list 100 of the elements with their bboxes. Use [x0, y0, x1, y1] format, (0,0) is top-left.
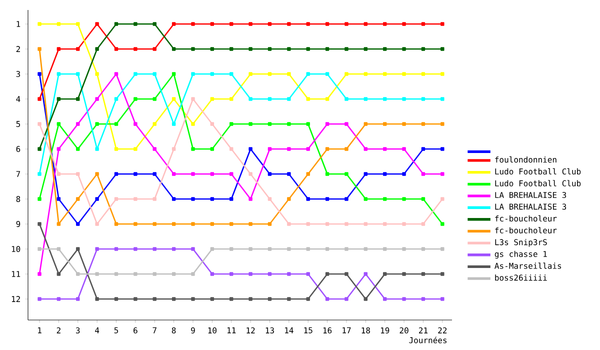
- y-tick-label: 12: [12, 296, 20, 302]
- point: [344, 297, 348, 301]
- point: [344, 47, 348, 51]
- y-tick-label: 2: [16, 46, 20, 52]
- point: [248, 172, 252, 176]
- point: [306, 72, 310, 76]
- point: [364, 22, 368, 26]
- x-tick-label: 6: [134, 327, 138, 334]
- point: [56, 172, 61, 176]
- point: [152, 297, 156, 301]
- point: [268, 147, 272, 151]
- point: [421, 297, 426, 301]
- point: [268, 197, 272, 201]
- point: [95, 147, 99, 151]
- point: [325, 72, 330, 76]
- point: [382, 297, 387, 301]
- point: [402, 247, 406, 251]
- legend-label: fc-boucholeur: [495, 215, 557, 222]
- point: [325, 47, 330, 51]
- point: [38, 72, 42, 76]
- point: [114, 297, 118, 301]
- point: [95, 247, 99, 251]
- point: [95, 197, 99, 201]
- point: [38, 197, 42, 201]
- point: [421, 197, 426, 201]
- point: [191, 147, 195, 151]
- point: [306, 222, 310, 226]
- point: [325, 22, 330, 26]
- point: [325, 272, 330, 276]
- point: [134, 147, 138, 151]
- point: [440, 247, 444, 251]
- point: [95, 222, 99, 226]
- y-tick-label: 3: [16, 70, 20, 78]
- point: [268, 222, 272, 226]
- point: [191, 172, 195, 176]
- point: [76, 122, 80, 126]
- point: [152, 122, 156, 126]
- point: [38, 47, 42, 51]
- x-tick-label: 4: [95, 327, 100, 334]
- point: [191, 222, 195, 226]
- point: [287, 122, 291, 126]
- point: [364, 147, 368, 151]
- point: [114, 247, 118, 251]
- point: [382, 197, 387, 201]
- point: [38, 147, 42, 151]
- y-tick-label: 1: [16, 21, 20, 27]
- point: [440, 172, 444, 176]
- x-tick-label: 22: [438, 327, 447, 334]
- point: [248, 247, 252, 251]
- point: [344, 197, 348, 201]
- point: [440, 272, 444, 276]
- point: [402, 272, 406, 276]
- point: [172, 272, 176, 276]
- x-tick-label: 12: [246, 327, 255, 334]
- point: [95, 47, 99, 51]
- point: [134, 222, 138, 226]
- point: [38, 247, 42, 251]
- point: [152, 22, 156, 26]
- point: [114, 47, 118, 51]
- point: [382, 247, 387, 251]
- point: [268, 47, 272, 51]
- point: [172, 47, 176, 51]
- legend-label: As-Marseillais: [494, 262, 562, 269]
- point: [152, 72, 156, 76]
- point: [402, 72, 406, 76]
- legend-label: Ludo Football Club: [495, 180, 581, 186]
- point: [172, 197, 176, 201]
- point: [248, 22, 252, 26]
- point: [38, 297, 42, 301]
- x-tick-label: 16: [323, 327, 332, 334]
- point: [344, 272, 348, 276]
- point: [287, 22, 291, 26]
- point: [344, 97, 348, 101]
- point: [134, 172, 138, 176]
- point: [191, 47, 195, 51]
- point: [210, 172, 214, 176]
- x-tick-label: 15: [304, 327, 312, 334]
- point: [56, 297, 61, 301]
- point: [76, 47, 80, 51]
- point: [364, 122, 368, 126]
- point: [191, 297, 195, 301]
- point: [306, 147, 310, 151]
- point: [134, 247, 138, 251]
- point: [134, 272, 138, 276]
- point: [287, 197, 291, 201]
- legend-label: Ludo Football Club: [495, 168, 581, 174]
- point: [56, 72, 61, 76]
- point: [172, 247, 176, 251]
- x-tick-label: 5: [114, 327, 118, 334]
- legend-label: LA BREHALAISE 3: [495, 204, 566, 210]
- point: [76, 222, 80, 226]
- point: [172, 147, 176, 151]
- point: [38, 122, 42, 126]
- point: [114, 272, 118, 276]
- point: [248, 47, 252, 51]
- point: [248, 297, 252, 301]
- point: [229, 197, 234, 201]
- legend-label: LA BREHALAISE 3: [495, 192, 566, 198]
- point: [421, 147, 426, 151]
- point: [134, 47, 138, 51]
